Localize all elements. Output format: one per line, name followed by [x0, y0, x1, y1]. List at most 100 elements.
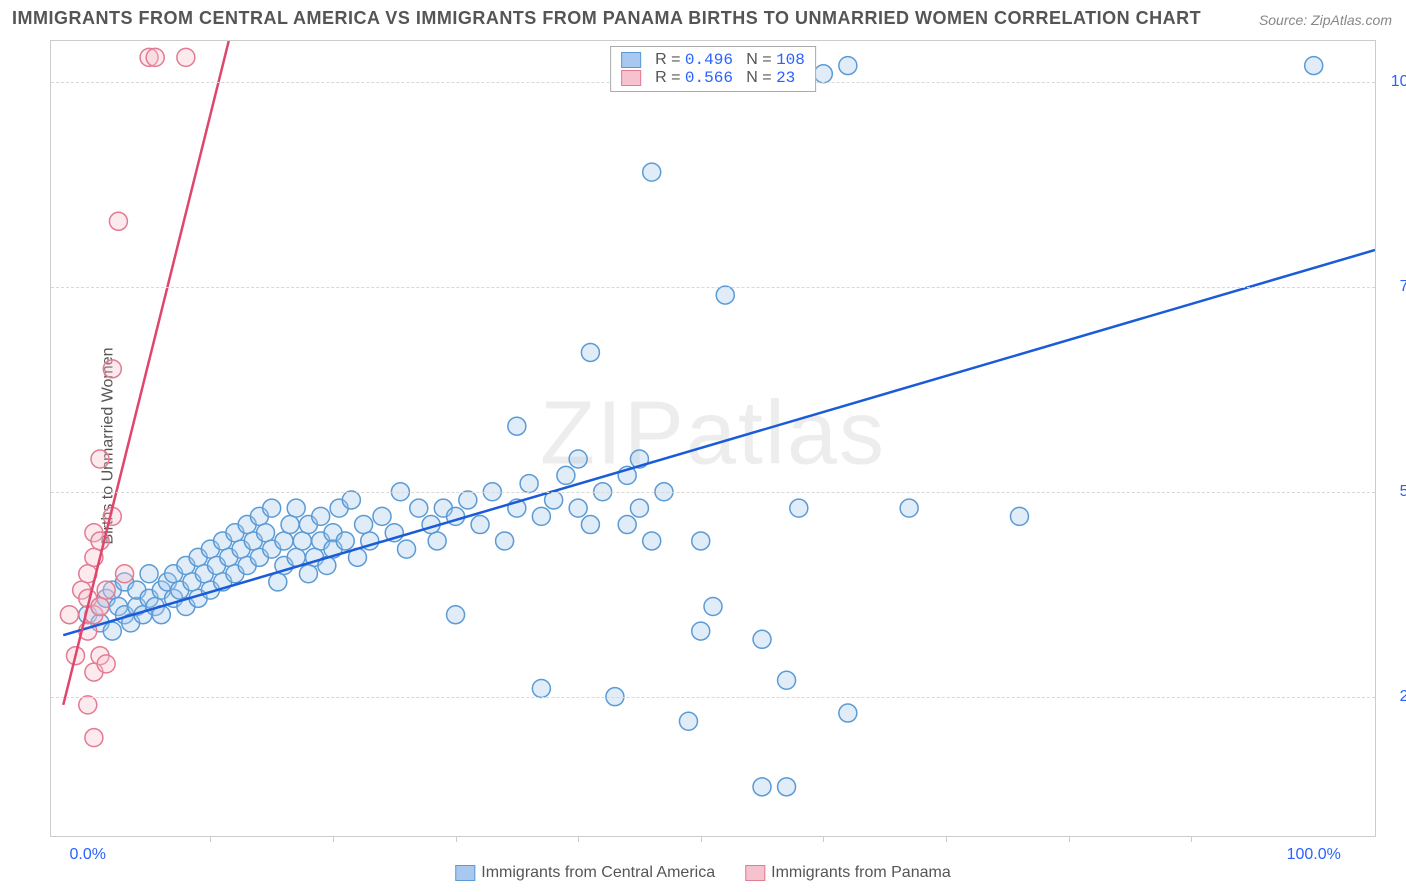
gridline-h — [51, 287, 1375, 288]
scatter-point — [410, 499, 428, 517]
scatter-point — [116, 565, 134, 583]
legend-swatch-icon — [455, 865, 475, 881]
scatter-point — [569, 450, 587, 468]
x-axis-legend: Immigrants from Central America Immigrant… — [455, 864, 950, 882]
x-tick-mark — [823, 836, 824, 842]
stats-row: R = 0.566 N = 23 — [621, 69, 805, 87]
scatter-point — [140, 565, 158, 583]
scatter-point — [839, 704, 857, 722]
scatter-point — [428, 532, 446, 550]
source-attribution: Source: ZipAtlas.com — [1259, 12, 1392, 28]
y-tick-label: 100.0% — [1385, 73, 1406, 91]
scatter-point — [557, 466, 575, 484]
scatter-point — [630, 499, 648, 517]
y-tick-label: 25.0% — [1385, 688, 1406, 706]
scatter-point — [753, 630, 771, 648]
scatter-point — [471, 516, 489, 534]
chart-title: IMMIGRANTS FROM CENTRAL AMERICA VS IMMIG… — [12, 8, 1201, 29]
scatter-point — [263, 499, 281, 517]
scatter-point — [257, 524, 275, 542]
gridline-h — [51, 492, 1375, 493]
stats-text: R = 0.496 N = 108 — [655, 51, 805, 69]
plot-svg — [51, 41, 1375, 836]
scatter-point — [814, 65, 832, 83]
scatter-point — [355, 516, 373, 534]
scatter-point — [839, 57, 857, 75]
scatter-point — [293, 532, 311, 550]
plot-area: ZIPatlas 25.0%50.0%75.0%100.0%0.0%100.0%… — [50, 40, 1376, 837]
scatter-point — [299, 565, 317, 583]
x-tick-mark — [210, 836, 211, 842]
correlation-stats-box: R = 0.496 N = 108 R = 0.566 N = 23 — [610, 46, 816, 92]
scatter-point — [1010, 507, 1028, 525]
y-tick-label: 50.0% — [1385, 483, 1406, 501]
scatter-point — [704, 598, 722, 616]
scatter-point — [281, 516, 299, 534]
scatter-point — [569, 499, 587, 517]
scatter-point — [85, 729, 103, 747]
y-tick-label: 75.0% — [1385, 278, 1406, 296]
scatter-point — [618, 516, 636, 534]
scatter-point — [342, 491, 360, 509]
scatter-point — [103, 622, 121, 640]
x-tick-mark — [701, 836, 702, 842]
scatter-point — [520, 475, 538, 493]
scatter-point — [336, 532, 354, 550]
scatter-point — [103, 360, 121, 378]
scatter-point — [398, 540, 416, 558]
scatter-point — [900, 499, 918, 517]
scatter-point — [459, 491, 477, 509]
scatter-point — [109, 212, 127, 230]
scatter-point — [60, 606, 78, 624]
legend-swatch-icon — [745, 865, 765, 881]
scatter-point — [679, 712, 697, 730]
legend-label: Immigrants from Central America — [481, 864, 715, 881]
scatter-point — [692, 532, 710, 550]
stats-row: R = 0.496 N = 108 — [621, 51, 805, 69]
scatter-point — [177, 48, 195, 66]
scatter-point — [269, 573, 287, 591]
x-tick-label: 100.0% — [1287, 846, 1341, 864]
gridline-h — [51, 697, 1375, 698]
scatter-point — [496, 532, 514, 550]
scatter-point — [716, 286, 734, 304]
scatter-point — [778, 671, 796, 689]
scatter-point — [778, 778, 796, 796]
scatter-point — [643, 163, 661, 181]
x-tick-mark — [333, 836, 334, 842]
stats-swatch-icon — [621, 70, 641, 86]
legend-item: Immigrants from Panama — [745, 864, 951, 882]
scatter-point — [79, 696, 97, 714]
stats-text: R = 0.566 N = 23 — [655, 69, 795, 87]
stats-swatch-icon — [621, 52, 641, 68]
legend-item: Immigrants from Central America — [455, 864, 715, 882]
scatter-point — [97, 581, 115, 599]
x-tick-mark — [578, 836, 579, 842]
scatter-point — [146, 48, 164, 66]
scatter-point — [753, 778, 771, 796]
scatter-point — [287, 548, 305, 566]
chart-container: IMMIGRANTS FROM CENTRAL AMERICA VS IMMIG… — [0, 0, 1406, 892]
scatter-point — [532, 507, 550, 525]
scatter-point — [91, 598, 109, 616]
scatter-point — [97, 655, 115, 673]
scatter-point — [312, 507, 330, 525]
x-tick-label: 0.0% — [70, 846, 106, 864]
scatter-point — [287, 499, 305, 517]
scatter-point — [581, 516, 599, 534]
x-tick-mark — [1191, 836, 1192, 842]
x-tick-mark — [456, 836, 457, 842]
scatter-point — [508, 417, 526, 435]
scatter-point — [1305, 57, 1323, 75]
scatter-point — [692, 622, 710, 640]
x-tick-mark — [1069, 836, 1070, 842]
scatter-point — [91, 450, 109, 468]
scatter-point — [643, 532, 661, 550]
scatter-point — [275, 532, 293, 550]
scatter-point — [447, 606, 465, 624]
x-tick-mark — [946, 836, 947, 842]
scatter-point — [373, 507, 391, 525]
scatter-point — [581, 343, 599, 361]
scatter-point — [790, 499, 808, 517]
legend-label: Immigrants from Panama — [771, 864, 951, 881]
